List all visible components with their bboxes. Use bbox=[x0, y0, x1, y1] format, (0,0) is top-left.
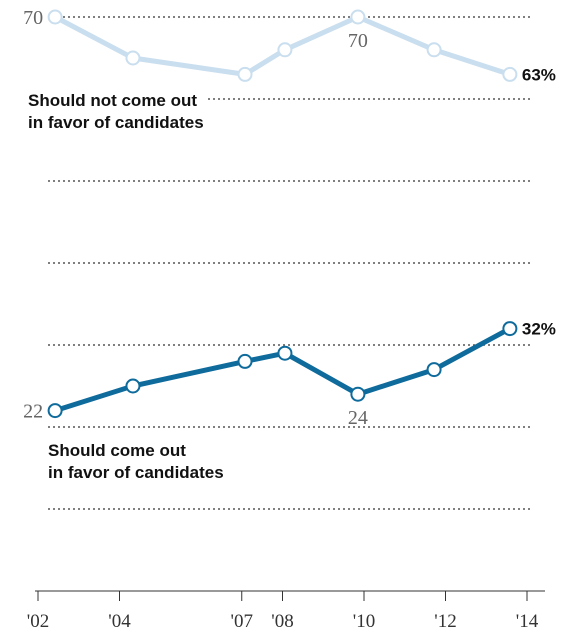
value-label: 22 bbox=[23, 401, 43, 423]
data-point bbox=[350, 9, 366, 25]
data-point bbox=[125, 378, 141, 394]
series-label: Should come out in favor of candidates bbox=[44, 440, 228, 484]
data-point bbox=[502, 321, 518, 337]
value-label: 70 bbox=[348, 30, 368, 52]
x-tick-label: '12 bbox=[434, 611, 456, 632]
data-point bbox=[277, 345, 293, 361]
data-point bbox=[237, 66, 253, 82]
data-point bbox=[350, 386, 366, 402]
value-label: 63% bbox=[522, 65, 556, 84]
value-label: 32% bbox=[522, 320, 556, 339]
value-label: 24 bbox=[348, 407, 368, 429]
data-point bbox=[237, 353, 253, 369]
x-tick-label: '14 bbox=[516, 611, 539, 632]
x-tick-label: '08 bbox=[271, 611, 293, 632]
data-point bbox=[125, 50, 141, 66]
series-label: Should not come out in favor of candidat… bbox=[24, 90, 208, 134]
data-point bbox=[47, 9, 63, 25]
x-tick-label: '02 bbox=[27, 611, 49, 632]
series-line bbox=[54, 326, 512, 413]
x-tick-label: '04 bbox=[108, 611, 131, 632]
x-tick-label: '07 bbox=[231, 611, 253, 632]
data-point bbox=[277, 42, 293, 58]
data-point bbox=[502, 66, 518, 82]
data-point bbox=[426, 42, 442, 58]
value-label: 70 bbox=[23, 7, 43, 29]
data-point bbox=[426, 362, 442, 378]
data-point bbox=[47, 403, 63, 419]
x-tick-label: '10 bbox=[353, 611, 375, 632]
